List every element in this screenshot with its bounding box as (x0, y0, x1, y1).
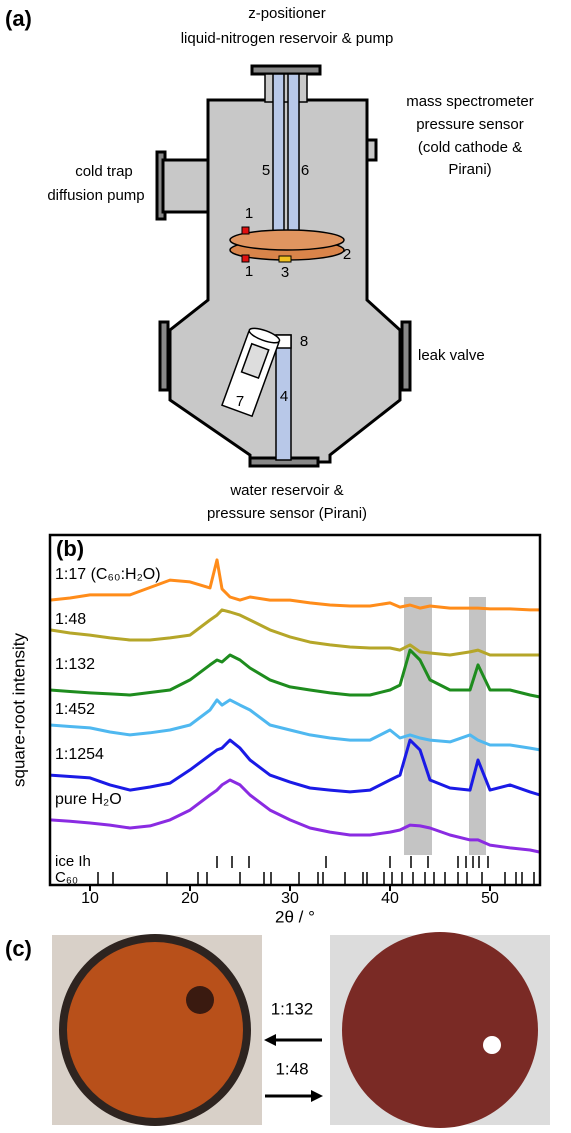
diagram-text: leak valve (418, 347, 485, 364)
evaporator-coil (240, 342, 270, 380)
shaded-range (469, 597, 486, 855)
rod (287, 73, 300, 235)
part-number: 1 (245, 205, 253, 222)
reference-label: C₆₀ (55, 869, 78, 886)
flange (158, 320, 170, 392)
diagram-text: Pirani) (448, 161, 491, 178)
photo-spot (186, 986, 214, 1014)
series-label: 1:48 (55, 611, 86, 628)
flange (250, 64, 322, 76)
arrow-head (311, 1090, 323, 1102)
diagram-text: pressure sensor (Pirani) (207, 505, 367, 522)
arrow-label: 1:132 (271, 999, 314, 1018)
x-axis-label: 2θ / ° (275, 907, 315, 926)
x-tick-label: 40 (381, 890, 399, 907)
plot-frame (48, 533, 542, 887)
diagram-text: diffusion pump (47, 187, 144, 204)
flange (400, 320, 412, 392)
series-line (49, 698, 541, 752)
evaporator (221, 327, 281, 418)
series-line (49, 778, 541, 854)
part-number: 3 (281, 264, 289, 281)
x-tick-label: 30 (281, 890, 299, 907)
y-axis-label: square-root intensity (9, 632, 28, 787)
x-tick-label: 20 (181, 890, 199, 907)
series-line (49, 558, 540, 612)
part-number: 1 (245, 263, 253, 280)
sensor (241, 254, 250, 263)
part-number: 8 (300, 333, 308, 350)
diagram-text: cold trap (75, 163, 133, 180)
evaporator-cap (248, 327, 281, 344)
part-number: 4 (280, 388, 288, 405)
sample-disk (229, 229, 345, 251)
photo-disk (342, 932, 538, 1128)
reference-label: ice Ih (55, 853, 91, 870)
series-line (49, 738, 541, 797)
sensor (241, 226, 250, 235)
x-tick-label: 10 (81, 890, 99, 907)
series-label: 1:132 (55, 656, 95, 673)
diagram-text: mass spectrometer (406, 93, 534, 110)
series-line (49, 648, 541, 699)
diagram-text: z-positioner (248, 5, 326, 22)
diagram-text: water reservoir & (229, 482, 343, 499)
shaded-range (404, 597, 432, 855)
rod (272, 73, 285, 235)
part-number: 7 (236, 393, 244, 410)
diagram-text: pressure sensor (416, 116, 524, 133)
arrow-label: 1:48 (275, 1059, 308, 1078)
arrow-head (264, 1034, 276, 1046)
heater (278, 255, 292, 263)
neck (264, 73, 308, 103)
diagram-text: liquid-nitrogen reservoir & pump (181, 30, 394, 47)
part-number: 5 (262, 162, 270, 179)
panel-label: (c) (5, 936, 32, 961)
x-tick-label: 50 (481, 890, 499, 907)
series-label: pure H₂O (55, 791, 122, 808)
part-number: 2 (343, 246, 351, 263)
vacuum-chamber (155, 64, 412, 468)
port (161, 158, 213, 214)
series-label: 1:452 (55, 701, 95, 718)
chamber-body (168, 98, 402, 464)
part-number: 6 (301, 162, 309, 179)
chart: 10 20 30 40 50 1:17 (C₆₀:H₂O) 1:48 1:132 1:452 1:… (49, 558, 541, 907)
photo-hole (483, 1036, 501, 1054)
panel-label: (a) (5, 6, 32, 31)
panel-label: (b) (56, 536, 84, 561)
series-line (49, 608, 540, 657)
series-label: 1:17 (C₆₀:H₂O) (55, 566, 161, 583)
photo-disk (67, 942, 243, 1118)
diagram-text: (cold cathode & (418, 139, 522, 156)
series-label: 1:1254 (55, 746, 104, 763)
